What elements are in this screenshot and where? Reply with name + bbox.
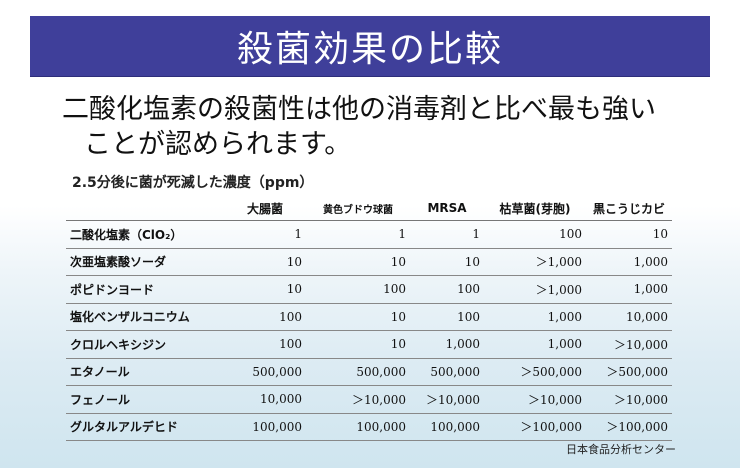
disinfectant-name: 二酸化塩素（ClO₂）: [66, 220, 224, 249]
concentration-cell: 500,000: [224, 358, 306, 386]
concentration-cell: 1,000: [484, 303, 586, 331]
subtitle-line-1: 二酸化塩素の殺菌性は他の消毒剤と比べ最も強い: [62, 94, 656, 125]
concentration-cell: 100,000: [410, 413, 484, 441]
header-staph-aureus: 黄色ブドウ球菌: [306, 196, 410, 221]
table-row: クロルヘキシジン 100 10 1,000 1,000 ＞10,000: [66, 330, 672, 359]
concentration-cell: ＞100,000: [484, 413, 586, 441]
concentration-cell: 100: [224, 303, 306, 331]
table-row: エタノール 500,000 500,000 500,000 ＞500,000 ＞500,0…: [66, 358, 672, 386]
header-blank: [66, 196, 224, 221]
concentration-cell: 500,000: [306, 358, 410, 386]
table-row: 塩化ベンザルコニウム 100 10 100 1,000 10,000: [66, 303, 672, 331]
concentration-cell: ＞10,000: [586, 385, 672, 414]
concentration-cell: ＞10,000: [410, 385, 484, 414]
concentration-cell: ＞1,000: [484, 248, 586, 276]
header-bacillus-spore: 枯草菌(芽胞): [484, 196, 586, 221]
title-banner: 殺菌効果の比較: [30, 16, 710, 76]
concentration-cell: ＞10,000: [484, 385, 586, 414]
concentration-cell: 10,000: [224, 385, 306, 414]
concentration-cell: 1: [410, 220, 484, 249]
concentration-cell: 1,000: [484, 330, 586, 359]
subtitle-line-2: ことが認められます。: [84, 129, 352, 160]
concentration-cell: 1: [306, 220, 410, 249]
table-header-row: 大腸菌 黄色ブドウ球菌 MRSA 枯草菌(芽胞) 黒こうじカビ: [66, 196, 672, 221]
concentration-cell: 100,000: [224, 413, 306, 441]
concentration-cell: ＞1,000: [484, 275, 586, 304]
disinfectant-name: グルタルアルデヒド: [66, 413, 224, 441]
concentration-cell: ＞10,000: [306, 385, 410, 414]
header-mrsa: MRSA: [410, 196, 484, 221]
concentration-cell: 10: [224, 248, 306, 276]
concentration-cell: 10: [306, 330, 410, 359]
table-row: 二酸化塩素（ClO₂） 1 1 1 100 10: [66, 220, 672, 249]
disinfectant-name: ポピドンヨード: [66, 275, 224, 304]
page-title: 殺菌効果の比較: [236, 29, 503, 70]
subtitle: 二酸化塩素の殺菌性は他の消毒剤と比べ最も強い ことが認められます。: [62, 92, 702, 162]
concentration-cell: 1,000: [410, 330, 484, 359]
concentration-cell: 1,000: [586, 248, 672, 276]
concentration-cell: 100: [410, 275, 484, 304]
concentration-cell: 10,000: [586, 303, 672, 331]
table-row: 次亜塩素酸ソーダ 10 10 10 ＞1,000 1,000: [66, 248, 672, 276]
header-e-coli: 大腸菌: [224, 196, 306, 221]
concentration-cell: 10: [306, 248, 410, 276]
concentration-cell: ＞500,000: [484, 358, 586, 386]
concentration-cell: 100: [306, 275, 410, 304]
concentration-cell: 10: [224, 275, 306, 304]
concentration-cell: 10: [306, 303, 410, 331]
concentration-cell: ＞10,000: [586, 330, 672, 359]
disinfectant-name: 次亜塩素酸ソーダ: [66, 248, 224, 276]
disinfectant-name: エタノール: [66, 358, 224, 386]
source-credit: 日本食品分析センター: [566, 443, 676, 456]
concentration-cell: 10: [586, 220, 672, 249]
concentration-cell: ＞100,000: [586, 413, 672, 441]
table-caption: 2.5分後に菌が死滅した濃度（ppm）: [72, 175, 314, 191]
concentration-cell: 500,000: [410, 358, 484, 386]
header-aspergillus: 黒こうじカビ: [586, 196, 672, 221]
disinfectant-name: 塩化ベンザルコニウム: [66, 303, 224, 331]
concentration-cell: 100: [484, 220, 586, 249]
concentration-cell: 100,000: [306, 413, 410, 441]
concentration-cell: 100: [224, 330, 306, 359]
table-row: フェノール 10,000 ＞10,000 ＞10,000 ＞10,000 ＞10,000: [66, 385, 672, 414]
disinfectant-table: 大腸菌 黄色ブドウ球菌 MRSA 枯草菌(芽胞) 黒こうじカビ 二酸化塩素（Cl…: [66, 196, 672, 441]
concentration-cell: 1: [224, 220, 306, 249]
table-row: ポピドンヨード 10 100 100 ＞1,000 1,000: [66, 275, 672, 304]
concentration-cell: ＞500,000: [586, 358, 672, 386]
table-row: グルタルアルデヒド 100,000 100,000 100,000 ＞100,000 ＞1…: [66, 413, 672, 441]
concentration-cell: 10: [410, 248, 484, 276]
concentration-cell: 1,000: [586, 275, 672, 304]
disinfectant-name: フェノール: [66, 385, 224, 414]
concentration-cell: 100: [410, 303, 484, 331]
disinfectant-name: クロルヘキシジン: [66, 330, 224, 359]
